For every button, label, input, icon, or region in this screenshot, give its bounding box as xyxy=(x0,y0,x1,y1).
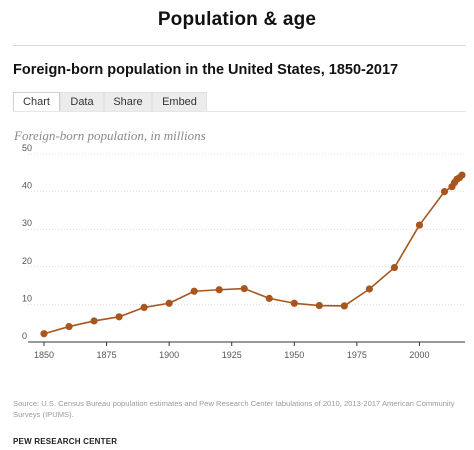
data-point xyxy=(165,299,173,307)
data-point xyxy=(340,302,348,310)
data-point xyxy=(140,303,148,312)
data-point xyxy=(265,294,273,302)
y-tick-label: 50 xyxy=(22,143,32,153)
data-point xyxy=(415,221,424,229)
chart-tabs: Chart Data Share Embed xyxy=(13,92,207,112)
tab-bar-line xyxy=(13,111,466,112)
x-tick-label: 1950 xyxy=(284,350,304,360)
tab-embed-label: Embed xyxy=(162,96,197,108)
data-point xyxy=(65,322,73,331)
data-point xyxy=(365,285,373,293)
title-divider xyxy=(13,45,466,46)
tab-share-label: Share xyxy=(113,96,143,108)
data-point xyxy=(90,317,98,325)
y-tick-label: 10 xyxy=(22,293,32,303)
data-point xyxy=(290,299,298,307)
x-tick-label: 1875 xyxy=(97,350,117,360)
section-title: Population & age xyxy=(157,9,317,30)
y-tick-label: 0 xyxy=(22,331,27,341)
tab-data-label: Data xyxy=(70,96,94,108)
tab-share[interactable]: Share xyxy=(104,92,152,112)
series-line xyxy=(43,174,463,335)
y-tick-label: 40 xyxy=(22,181,32,191)
x-tick-label: 1975 xyxy=(347,350,367,360)
data-point xyxy=(115,313,123,321)
data-point xyxy=(240,285,248,293)
data-point xyxy=(215,286,223,294)
tab-chart-label: Chart xyxy=(23,96,50,108)
y-tick-label: 30 xyxy=(22,218,32,228)
source-note: Source: U.S. Census Bureau population es… xyxy=(13,399,455,419)
x-tick-label: 1925 xyxy=(222,350,242,360)
x-tick-label: 1900 xyxy=(159,350,179,360)
data-point xyxy=(458,171,466,179)
chart-title: Foreign-born population in the United St… xyxy=(13,62,399,78)
footer-credit: PEW RESEARCH CENTER xyxy=(13,437,118,446)
data-point xyxy=(315,301,323,310)
y-tick-label: 20 xyxy=(22,256,32,266)
data-point xyxy=(40,330,48,338)
data-point xyxy=(440,188,449,196)
y-axis-label: Foreign-born population, in millions xyxy=(14,128,206,143)
data-point xyxy=(390,263,399,272)
x-tick-label: 2000 xyxy=(409,350,429,360)
x-tick-label: 1850 xyxy=(34,350,54,360)
data-point xyxy=(190,287,198,295)
tab-data[interactable]: Data xyxy=(60,92,104,112)
